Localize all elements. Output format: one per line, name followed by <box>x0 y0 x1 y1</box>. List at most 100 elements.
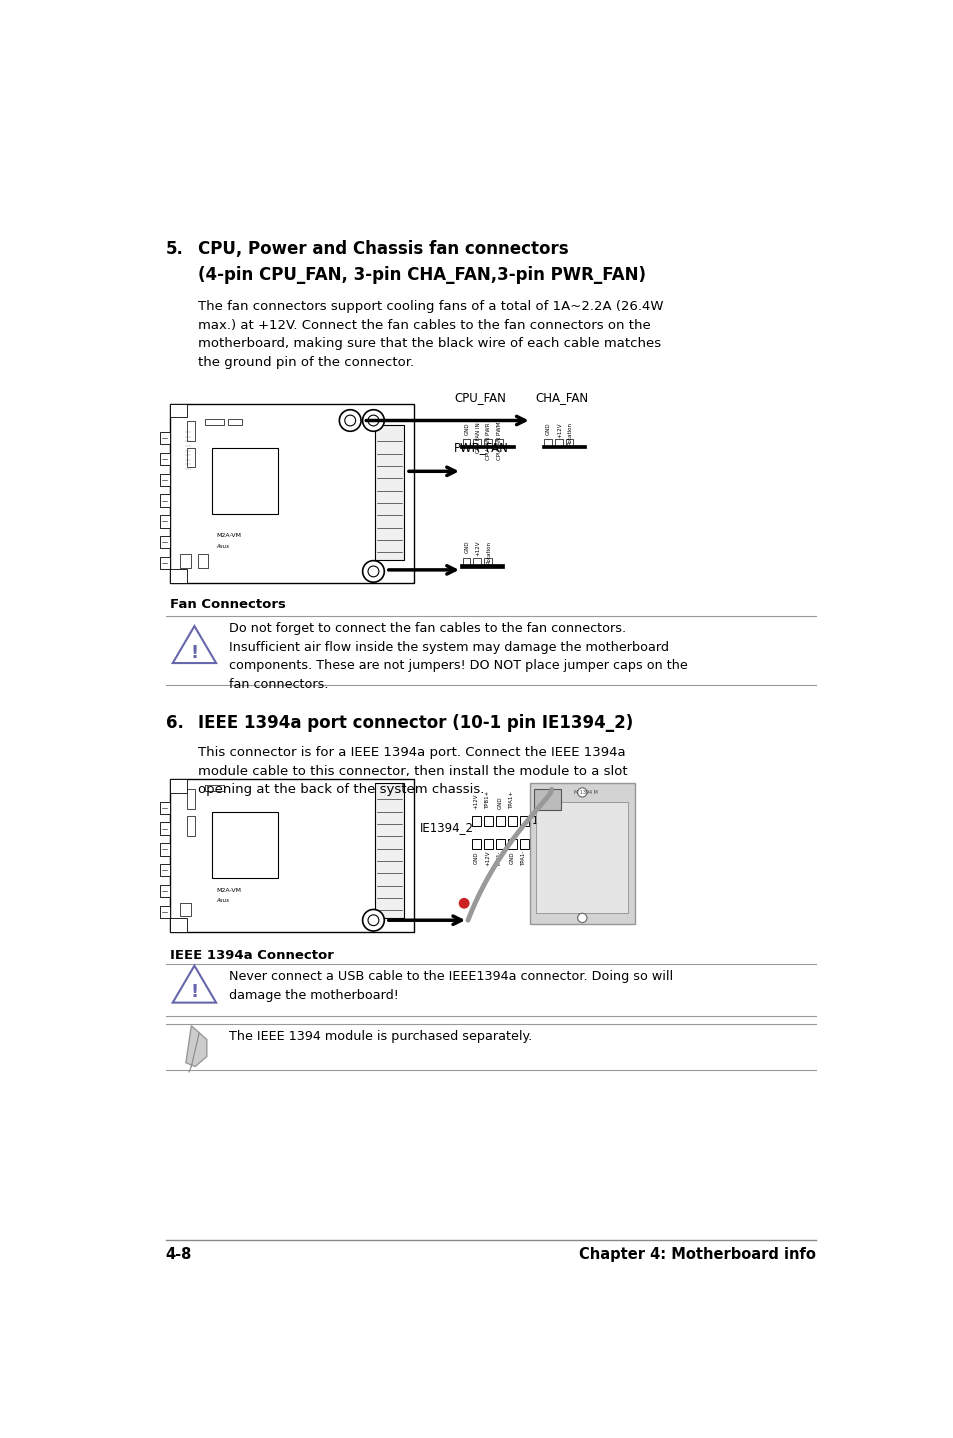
Bar <box>543 439 551 447</box>
Circle shape <box>368 416 378 426</box>
Bar <box>483 840 493 848</box>
Circle shape <box>578 913 586 923</box>
Bar <box>212 812 278 877</box>
Circle shape <box>339 410 360 431</box>
Text: 1: 1 <box>531 815 538 825</box>
Text: Do not forget to connect the fan cables to the fan connectors.
Insufficient air : Do not forget to connect the fan cables … <box>229 623 687 690</box>
Text: M2A-VM: M2A-VM <box>216 887 241 893</box>
Bar <box>496 817 505 825</box>
Text: GND: GND <box>464 541 469 554</box>
Bar <box>484 439 492 447</box>
Bar <box>519 840 529 848</box>
Bar <box>159 473 170 486</box>
Text: GND: GND <box>473 851 477 864</box>
Polygon shape <box>186 1025 207 1067</box>
Bar <box>462 558 470 567</box>
Bar <box>170 404 414 582</box>
Bar <box>197 554 208 568</box>
Bar <box>159 823 170 835</box>
Text: GND: GND <box>464 421 469 434</box>
Text: TPA1-: TPA1- <box>520 851 526 866</box>
Circle shape <box>458 897 469 909</box>
Bar <box>507 817 517 825</box>
Circle shape <box>368 915 378 926</box>
Bar <box>159 453 170 464</box>
Text: The IEEE 1394 module is purchased separately.: The IEEE 1394 module is purchased separa… <box>229 1031 532 1044</box>
Text: Rotation: Rotation <box>486 541 491 564</box>
Text: This connector is for a IEEE 1394a port. Connect the IEEE 1394a
module cable to : This connector is for a IEEE 1394a port.… <box>198 746 627 797</box>
Bar <box>534 788 560 810</box>
Bar <box>530 784 634 925</box>
Text: Asus: Asus <box>216 544 229 548</box>
Bar <box>170 779 414 932</box>
Text: M2A-VM: M2A-VM <box>216 532 241 538</box>
Text: 4-8: 4-8 <box>166 1248 192 1263</box>
Text: 5.: 5. <box>166 240 183 259</box>
Bar <box>536 802 628 913</box>
Bar <box>187 789 195 808</box>
Bar <box>170 917 187 932</box>
Bar <box>495 439 502 447</box>
Text: The fan connectors support cooling fans of a total of 1A~2.2A (26.4W
max.) at +1: The fan connectors support cooling fans … <box>198 301 663 370</box>
Bar <box>496 840 505 848</box>
Text: CHA_FAN: CHA_FAN <box>535 391 588 404</box>
Text: TPB1-: TPB1- <box>497 851 501 867</box>
Bar <box>472 840 480 848</box>
Bar <box>212 449 278 513</box>
Bar <box>204 785 224 791</box>
Bar <box>507 840 517 848</box>
Text: Rotation: Rotation <box>567 421 572 444</box>
Bar <box>462 439 470 447</box>
Bar <box>159 431 170 444</box>
Bar <box>187 449 195 467</box>
Text: (4-pin CPU_FAN, 3-pin CHA_FAN,3-pin PWR_FAN): (4-pin CPU_FAN, 3-pin CHA_FAN,3-pin PWR_… <box>198 266 645 283</box>
Text: CPU FAN PWR: CPU FAN PWR <box>486 421 491 460</box>
Bar <box>180 554 192 568</box>
Text: CPU FAN IN: CPU FAN IN <box>476 421 480 453</box>
Bar <box>484 558 492 567</box>
Bar <box>519 817 529 825</box>
Text: IE1394_2: IE1394_2 <box>419 821 474 834</box>
Bar <box>159 884 170 897</box>
Bar <box>170 779 187 794</box>
Text: Fan Connectors: Fan Connectors <box>170 598 285 611</box>
Bar <box>473 558 480 567</box>
Text: GND: GND <box>497 797 501 808</box>
Bar <box>472 817 480 825</box>
Circle shape <box>362 561 384 582</box>
Text: Chapter 4: Motherboard info: Chapter 4: Motherboard info <box>578 1248 815 1263</box>
Text: +12V: +12V <box>476 541 480 557</box>
Text: Asus: Asus <box>216 899 229 903</box>
Text: +12V: +12V <box>473 794 477 808</box>
Text: M 1394 M: M 1394 M <box>574 789 598 795</box>
Bar <box>159 495 170 506</box>
Bar <box>159 536 170 548</box>
Text: +12V: +12V <box>557 421 561 437</box>
Bar <box>541 446 585 449</box>
Polygon shape <box>172 626 216 663</box>
Text: CPU, Power and Chassis fan connectors: CPU, Power and Chassis fan connectors <box>198 240 568 259</box>
Text: TPB1+: TPB1+ <box>485 791 490 808</box>
Circle shape <box>344 416 355 426</box>
Bar <box>473 439 480 447</box>
Text: 6.: 6. <box>166 713 183 732</box>
Bar <box>187 421 195 440</box>
Bar <box>375 426 404 559</box>
Bar <box>159 801 170 814</box>
Text: !: ! <box>191 644 198 661</box>
Bar <box>459 565 504 568</box>
Bar <box>159 906 170 917</box>
Bar <box>170 404 187 417</box>
Text: IEEE 1394a Connector: IEEE 1394a Connector <box>170 949 334 962</box>
Text: Never connect a USB cable to the IEEE1394a connector. Doing so will
damage the m: Never connect a USB cable to the IEEE139… <box>229 971 673 1002</box>
Text: TPA1+: TPA1+ <box>509 791 514 808</box>
Bar <box>159 557 170 569</box>
Circle shape <box>362 410 384 431</box>
Circle shape <box>362 909 384 930</box>
Bar <box>170 569 187 582</box>
Text: PWR_FAN: PWR_FAN <box>454 441 508 454</box>
Bar <box>375 784 404 917</box>
Bar <box>204 418 224 426</box>
Bar <box>565 439 573 447</box>
Text: +12V: +12V <box>485 851 490 867</box>
